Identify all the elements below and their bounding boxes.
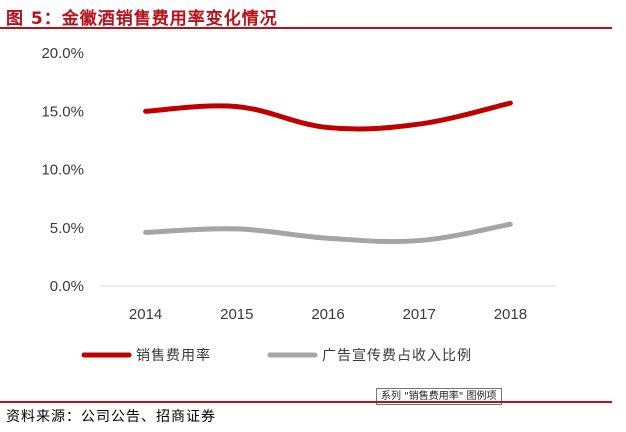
legend-label: 销售费用率 — [136, 347, 211, 364]
legend-item-1[interactable]: 销售费用率 — [81, 347, 211, 364]
legend-tooltip: 系列 "销售费用率" 图例项 — [376, 388, 502, 405]
x-axis-ticks: 2014 2015 2016 2017 2018 — [129, 306, 527, 323]
footer-divider — [0, 401, 612, 403]
x-tick-label: 2017 — [403, 306, 436, 323]
figure-title: 图 5：金徽酒销售费用率变化情况 — [6, 9, 278, 29]
y-axis-ticks: 0.0% 5.0% 10.0% 15.0% 20.0% — [41, 45, 84, 295]
x-tick-label: 2016 — [311, 306, 344, 323]
series-lines — [143, 100, 513, 245]
x-tick-label: 2015 — [220, 306, 253, 323]
y-tick-label: 10.0% — [41, 162, 84, 179]
legend-label: 广告宣传费占收入比例 — [322, 348, 472, 364]
y-tick-label: 0.0% — [50, 278, 84, 295]
y-tick-label: 20.0% — [41, 45, 84, 62]
x-tick-label: 2014 — [129, 306, 162, 323]
series-line-2 — [143, 221, 513, 245]
x-tick-label: 2018 — [494, 306, 527, 323]
y-tick-label: 5.0% — [50, 220, 84, 237]
legend[interactable]: 销售费用率 广告宣传费占收入比例 — [81, 347, 472, 364]
legend-item-2[interactable]: 广告宣传费占收入比例 — [267, 348, 472, 364]
source-note: 资料来源：公司公告、招商证券 — [6, 409, 216, 425]
y-tick-label: 15.0% — [41, 103, 84, 120]
title-divider — [0, 27, 612, 29]
series-line-1 — [143, 100, 513, 132]
